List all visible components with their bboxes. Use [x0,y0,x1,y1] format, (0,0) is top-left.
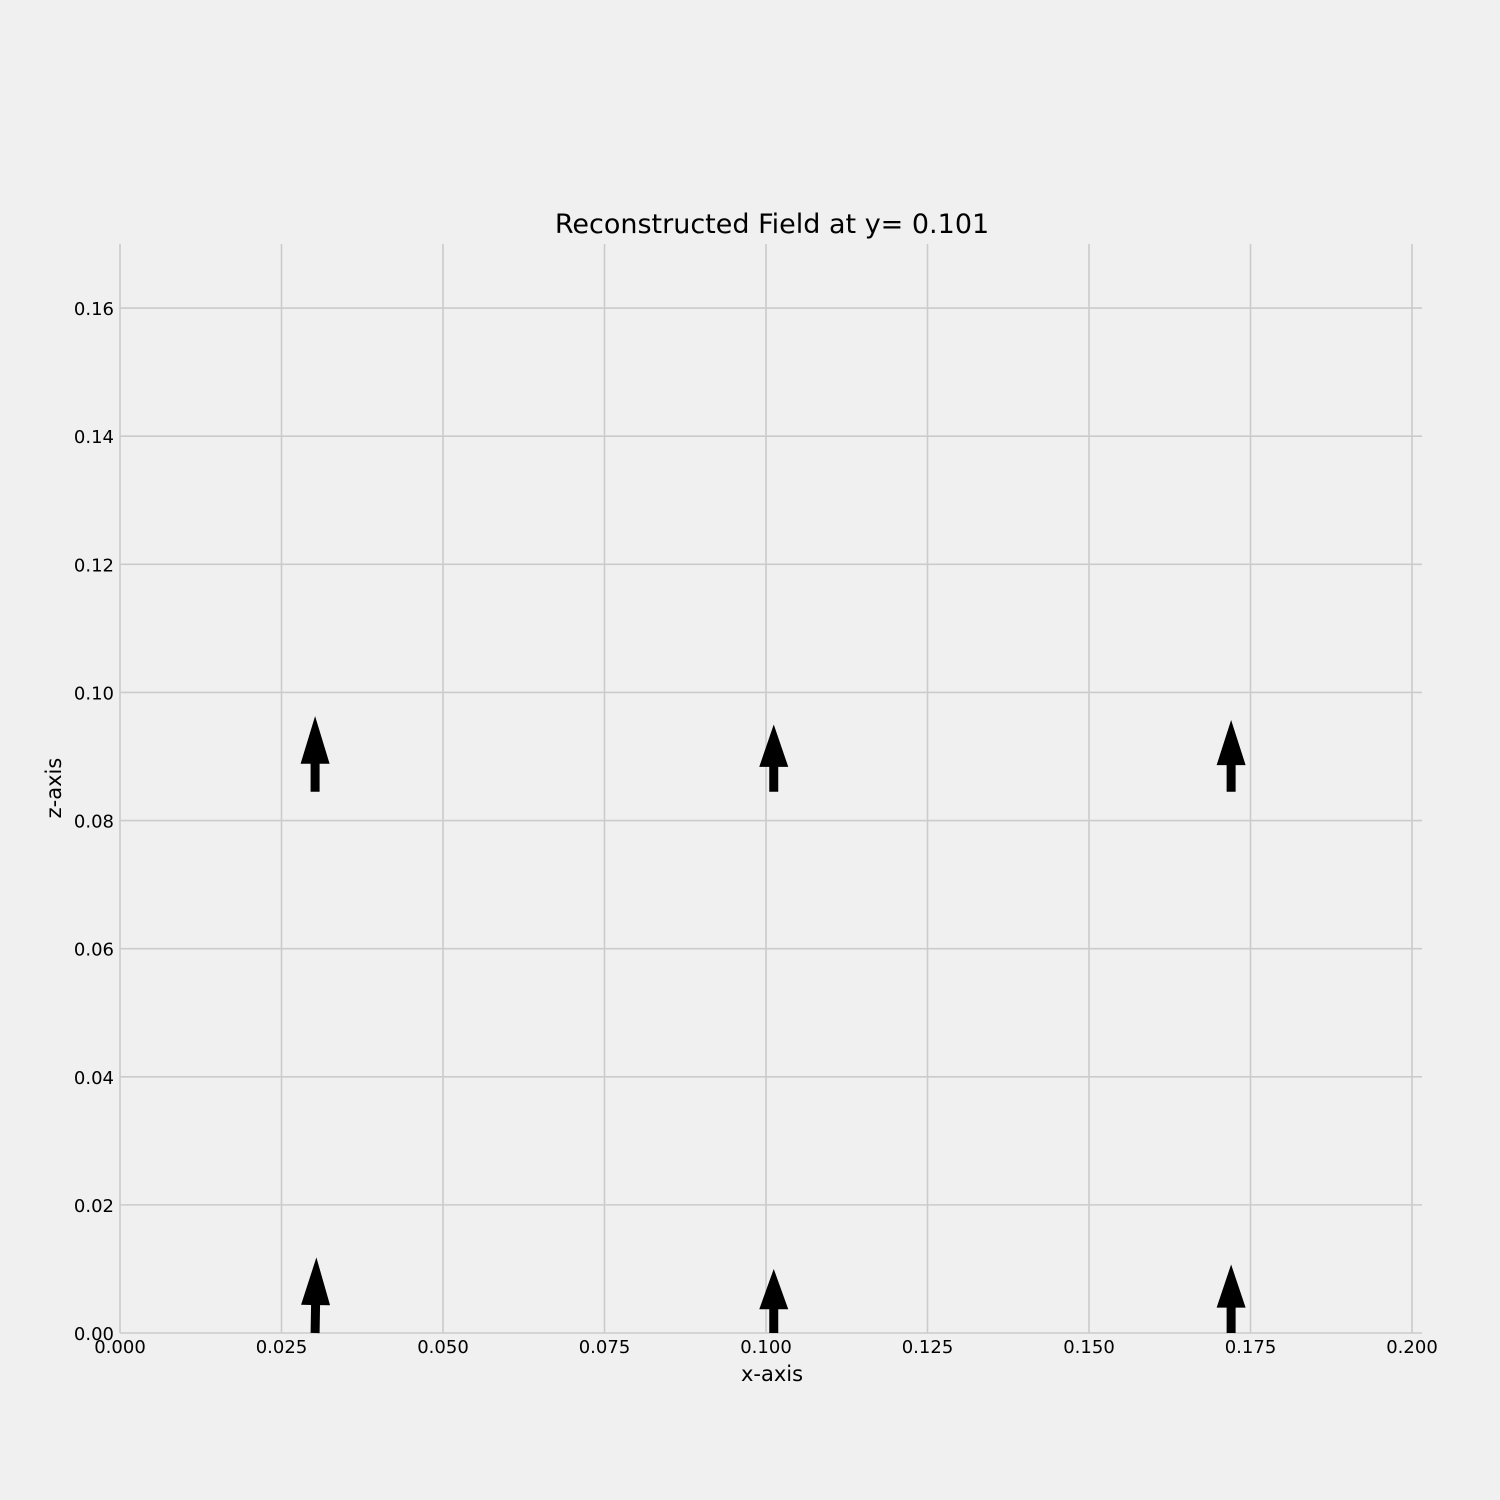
y-tick-label: 0.00 [74,1324,114,1345]
x-tick-label: 0.150 [1063,1337,1115,1358]
y-tick-label: 0.04 [74,1068,114,1089]
y-tick-label: 0.08 [74,812,114,833]
x-tick-label: 0.050 [417,1337,469,1358]
field-arrow [300,716,330,792]
chart-title: Reconstructed Field at y= 0.101 [555,209,989,240]
arrow-layer [300,716,1246,1334]
x-axis-label: x-axis [741,1362,803,1386]
field-arrow [759,724,789,792]
y-tick-label: 0.12 [74,555,114,576]
x-tick-label: 0.025 [256,1337,308,1358]
y-tick-label: 0.16 [74,299,114,320]
grid [119,244,1422,1334]
field-arrow [301,1257,331,1334]
y-tick-label: 0.10 [74,683,114,704]
x-tick-label: 0.200 [1386,1337,1438,1358]
x-tick-label: 0.075 [579,1337,631,1358]
x-tick-labels: 0.000 0.025 0.050 0.075 0.100 0.125 0.150 0.175… [94,1337,1438,1358]
x-tick-label: 0.100 [740,1337,792,1358]
y-tick-label: 0.02 [74,1196,114,1217]
y-tick-label: 0.06 [74,940,114,961]
x-tick-label: 0.125 [902,1337,954,1358]
y-axis-label: z-axis [42,758,66,819]
x-tick-label: 0.000 [94,1337,146,1358]
y-tick-labels: 0.00 0.02 0.04 0.06 0.08 0.10 0.12 0.14 0.16 [74,299,114,1345]
field-arrow [1216,1264,1246,1333]
x-tick-label: 0.175 [1225,1337,1277,1358]
field-arrow [759,1268,789,1333]
field-arrow [1216,719,1246,792]
y-tick-label: 0.14 [74,427,114,448]
